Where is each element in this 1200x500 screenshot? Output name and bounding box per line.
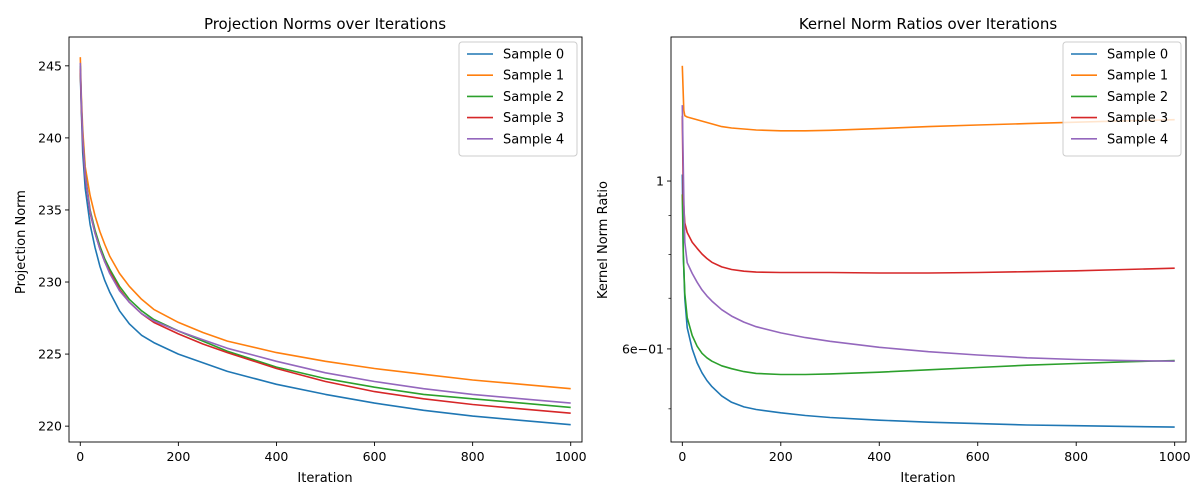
legend-label: Sample 2 <box>1107 90 1168 105</box>
x-tick-label: 1000 <box>1159 449 1191 464</box>
x-tick-label: 400 <box>867 449 891 464</box>
series-line-sample-1 <box>79 57 571 390</box>
plot-area <box>681 65 1175 428</box>
x-tick-label: 0 <box>76 449 84 464</box>
legend-label: Sample 4 <box>1107 132 1168 147</box>
legend-item: Sample 2 <box>467 90 564 105</box>
legend-item: Sample 3 <box>467 111 564 126</box>
y-axis: 220 225 230 235 240 245 <box>38 58 69 434</box>
x-tick-label: 200 <box>166 449 190 464</box>
x-tick-label: 200 <box>769 449 793 464</box>
x-tick-label: 400 <box>265 449 289 464</box>
plot-area <box>79 57 571 426</box>
legend-label: Sample 1 <box>503 69 564 84</box>
legend: Sample 0 Sample 1 Sample 2 Sample 3 Sample 4 <box>1062 41 1182 157</box>
legend-item: Sample 3 <box>1071 111 1168 126</box>
x-tick-label: 600 <box>363 449 387 464</box>
x-tick-label: 1000 <box>555 449 587 464</box>
legend-item: Sample 2 <box>1071 90 1168 105</box>
series-line-sample-1 <box>681 65 1175 132</box>
x-axis-label: Iteration <box>297 471 352 486</box>
chart-title: Projection Norms over Iterations <box>204 15 446 33</box>
legend-label: Sample 4 <box>503 132 564 147</box>
y-tick-label: 235 <box>38 202 62 217</box>
x-axis-label: Iteration <box>900 471 955 486</box>
legend-box <box>458 41 578 157</box>
y-tick-label: 225 <box>38 347 62 362</box>
series-line-sample-3 <box>681 115 1175 274</box>
axes-frame <box>68 36 583 443</box>
y-tick-label: 6e−01 <box>622 341 664 356</box>
y-tick-label: 240 <box>38 130 62 145</box>
legend-item: Sample 0 <box>1071 48 1168 63</box>
series-line-sample-0 <box>681 174 1175 428</box>
y-tick-label: 230 <box>38 275 62 290</box>
legend-label: Sample 0 <box>503 48 564 63</box>
y-tick-label: 220 <box>38 419 62 434</box>
series-line-sample-0 <box>79 72 571 426</box>
x-axis: 0 200 400 600 800 1000 <box>76 442 587 464</box>
legend-item: Sample 0 <box>467 48 564 63</box>
x-tick-label: 800 <box>1064 449 1088 464</box>
legend-label: Sample 3 <box>1107 111 1168 126</box>
legend-box <box>1062 41 1182 157</box>
legend-item: Sample 4 <box>1071 132 1168 147</box>
x-axis: 0 200 400 600 800 1000 <box>678 442 1191 464</box>
y-tick-label: 245 <box>38 58 62 73</box>
y-axis-label: Projection Norm <box>14 190 29 294</box>
legend-label: Sample 3 <box>503 111 564 126</box>
legend-item: Sample 1 <box>467 69 564 84</box>
series-line-sample-4 <box>79 62 571 404</box>
series-line-sample-2 <box>681 194 1175 376</box>
x-tick-label: 600 <box>966 449 990 464</box>
kernel-norm-ratios-chart: Kernel Norm Ratios over Iterations 0 200 4… <box>596 15 1191 486</box>
chart-title: Kernel Norm Ratios over Iterations <box>799 15 1058 33</box>
projection-norms-chart: Projection Norms over Iterations 0 200 400… <box>14 15 587 486</box>
x-tick-label: 0 <box>678 449 686 464</box>
y-tick-label: 1 <box>656 174 664 189</box>
y-axis-label: Kernel Norm Ratio <box>596 181 611 299</box>
y-axis: 6e−01 1 <box>622 174 671 410</box>
legend-item: Sample 1 <box>1071 69 1168 84</box>
legend-label: Sample 2 <box>503 90 564 105</box>
axes-frame <box>670 36 1187 443</box>
legend: Sample 0 Sample 1 Sample 2 Sample 3 Sample 4 <box>458 41 578 157</box>
x-tick-label: 800 <box>461 449 485 464</box>
legend-label: Sample 0 <box>1107 48 1168 63</box>
series-line-sample-4 <box>681 105 1175 362</box>
legend-item: Sample 4 <box>467 132 564 147</box>
legend-label: Sample 1 <box>1107 69 1168 84</box>
